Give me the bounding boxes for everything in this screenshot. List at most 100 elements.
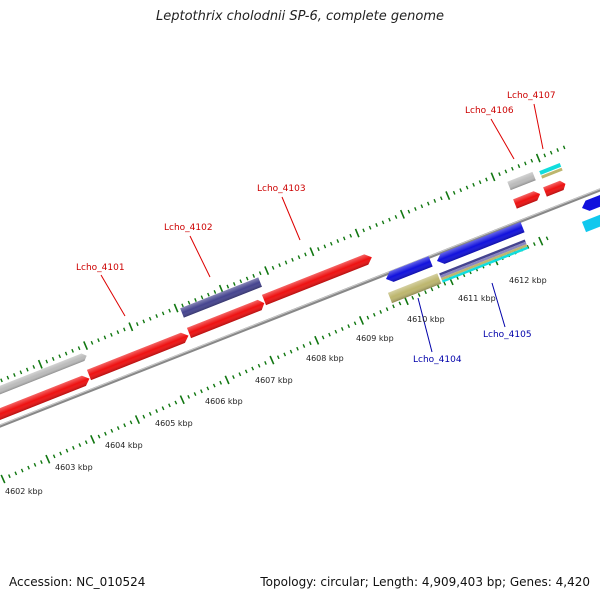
gene-feature-lcho-4107[interactable] — [539, 163, 563, 179]
major-tick — [224, 375, 230, 385]
minor-tick — [417, 293, 421, 297]
major-tick — [90, 434, 96, 444]
gene-feature-red-6[interactable] — [543, 179, 567, 197]
minor-tick — [181, 303, 184, 308]
gene-feature-lcho-4103[interactable] — [261, 252, 374, 306]
minor-tick — [103, 335, 107, 340]
major-tick — [354, 228, 360, 238]
gene-feature-lcho-4106[interactable] — [507, 171, 536, 191]
minor-tick — [283, 352, 287, 357]
ruler-tick-labels: 4602 kbp 4603 kbp 4604 kbp 4605 kbp 4606… — [5, 276, 547, 496]
tick-label: 4603 kbp — [55, 463, 93, 472]
major-tick — [134, 415, 141, 425]
minor-tick — [392, 304, 395, 309]
minor-tick — [317, 247, 320, 252]
minor-tick — [433, 198, 437, 203]
minor-tick — [420, 204, 424, 209]
gene-label-lcho-4105[interactable]: Lcho_4105 — [483, 330, 532, 340]
gene-feature-lcho-4105[interactable] — [439, 239, 529, 283]
minor-tick — [0, 378, 3, 383]
map-title: Leptothrix cholodnii SP-6, complete geno… — [156, 9, 444, 24]
minor-tick — [232, 375, 235, 379]
tick-label: 4608 kbp — [306, 354, 344, 363]
minor-tick — [452, 190, 456, 195]
minor-tick — [296, 346, 299, 351]
gene-feature-lcho-4105-large[interactable] — [435, 222, 525, 266]
minor-tick — [33, 462, 37, 467]
minor-tick — [193, 392, 197, 396]
minor-tick — [465, 185, 469, 190]
minor-tick — [232, 282, 236, 286]
gene-labels: Lcho_4101 Lcho_4102 Lcho_4103 Lcho_4106 … — [76, 91, 556, 365]
minor-tick — [116, 426, 120, 430]
minor-tick — [511, 166, 514, 171]
minor-tick — [543, 153, 547, 158]
major-tick — [269, 355, 275, 365]
tick-label: 4602 kbp — [5, 487, 43, 496]
major-tick — [314, 335, 320, 345]
gene-feature-red-1[interactable] — [0, 373, 92, 424]
gene-label-lcho-4103[interactable]: Lcho_4103 — [257, 184, 306, 194]
gene-feature-blue-3[interactable] — [580, 188, 600, 213]
minor-tick — [258, 271, 262, 276]
minor-tick — [104, 431, 107, 436]
minor-tick — [411, 295, 415, 300]
minor-tick — [264, 361, 267, 365]
minor-tick — [194, 298, 197, 302]
major-tick — [173, 303, 179, 313]
gene-label-lcho-4104[interactable]: Lcho_4104 — [413, 355, 462, 365]
minor-tick — [97, 434, 101, 439]
minor-tick — [485, 177, 488, 182]
minor-tick — [424, 290, 427, 295]
minor-tick — [385, 307, 389, 312]
major-tick — [264, 266, 270, 276]
minor-tick — [526, 244, 530, 249]
gene-feature-red-5[interactable] — [513, 189, 542, 209]
minor-tick — [308, 341, 312, 346]
minor-tick — [297, 255, 301, 260]
minor-tick — [524, 161, 527, 166]
gene-feature-blue-1[interactable] — [384, 256, 433, 284]
minor-tick — [213, 290, 217, 294]
minor-tick — [45, 359, 49, 364]
minor-tick — [329, 241, 333, 246]
minor-tick — [362, 228, 365, 233]
gene-label-lcho-4107[interactable]: Lcho_4107 — [507, 91, 556, 101]
minor-tick — [407, 209, 411, 214]
minor-tick — [504, 169, 508, 174]
minor-tick — [530, 158, 534, 163]
outer-tick-ruler — [0, 145, 566, 383]
minor-tick — [200, 295, 204, 300]
gene-label-lcho-4101[interactable]: Lcho_4101 — [76, 263, 125, 273]
minor-tick — [381, 220, 385, 225]
minor-tick — [368, 225, 372, 230]
major-tick — [535, 153, 541, 163]
gene-feature-lcho-4102[interactable] — [180, 277, 262, 318]
gene-label-lcho-4102[interactable]: Lcho_4102 — [164, 223, 213, 233]
major-tick — [358, 315, 365, 325]
minor-tick — [271, 265, 275, 270]
gene-label-lcho-4106[interactable]: Lcho_4106 — [465, 106, 514, 116]
gene-feature-cyan-1[interactable] — [581, 207, 600, 233]
minor-tick — [251, 366, 255, 371]
minor-tick — [187, 300, 191, 305]
gene-feature-lcho-4104[interactable] — [387, 273, 442, 304]
minor-tick — [459, 188, 463, 193]
minor-tick — [155, 314, 159, 318]
minor-tick — [328, 332, 331, 337]
minor-tick — [379, 310, 383, 314]
minor-tick — [238, 372, 242, 377]
minor-tick — [342, 236, 346, 241]
minor-tick — [90, 340, 94, 345]
gene-feature-lcho-4101[interactable] — [86, 330, 191, 381]
minor-tick — [398, 301, 402, 306]
minor-tick — [14, 471, 18, 476]
minor-tick — [52, 454, 56, 459]
minor-tick — [59, 451, 62, 456]
gene-feature-red-3[interactable] — [186, 298, 266, 339]
gene-feature-grey[interactable] — [0, 352, 88, 398]
minor-tick — [25, 367, 29, 372]
minor-tick — [375, 223, 378, 227]
minor-tick — [142, 319, 146, 324]
